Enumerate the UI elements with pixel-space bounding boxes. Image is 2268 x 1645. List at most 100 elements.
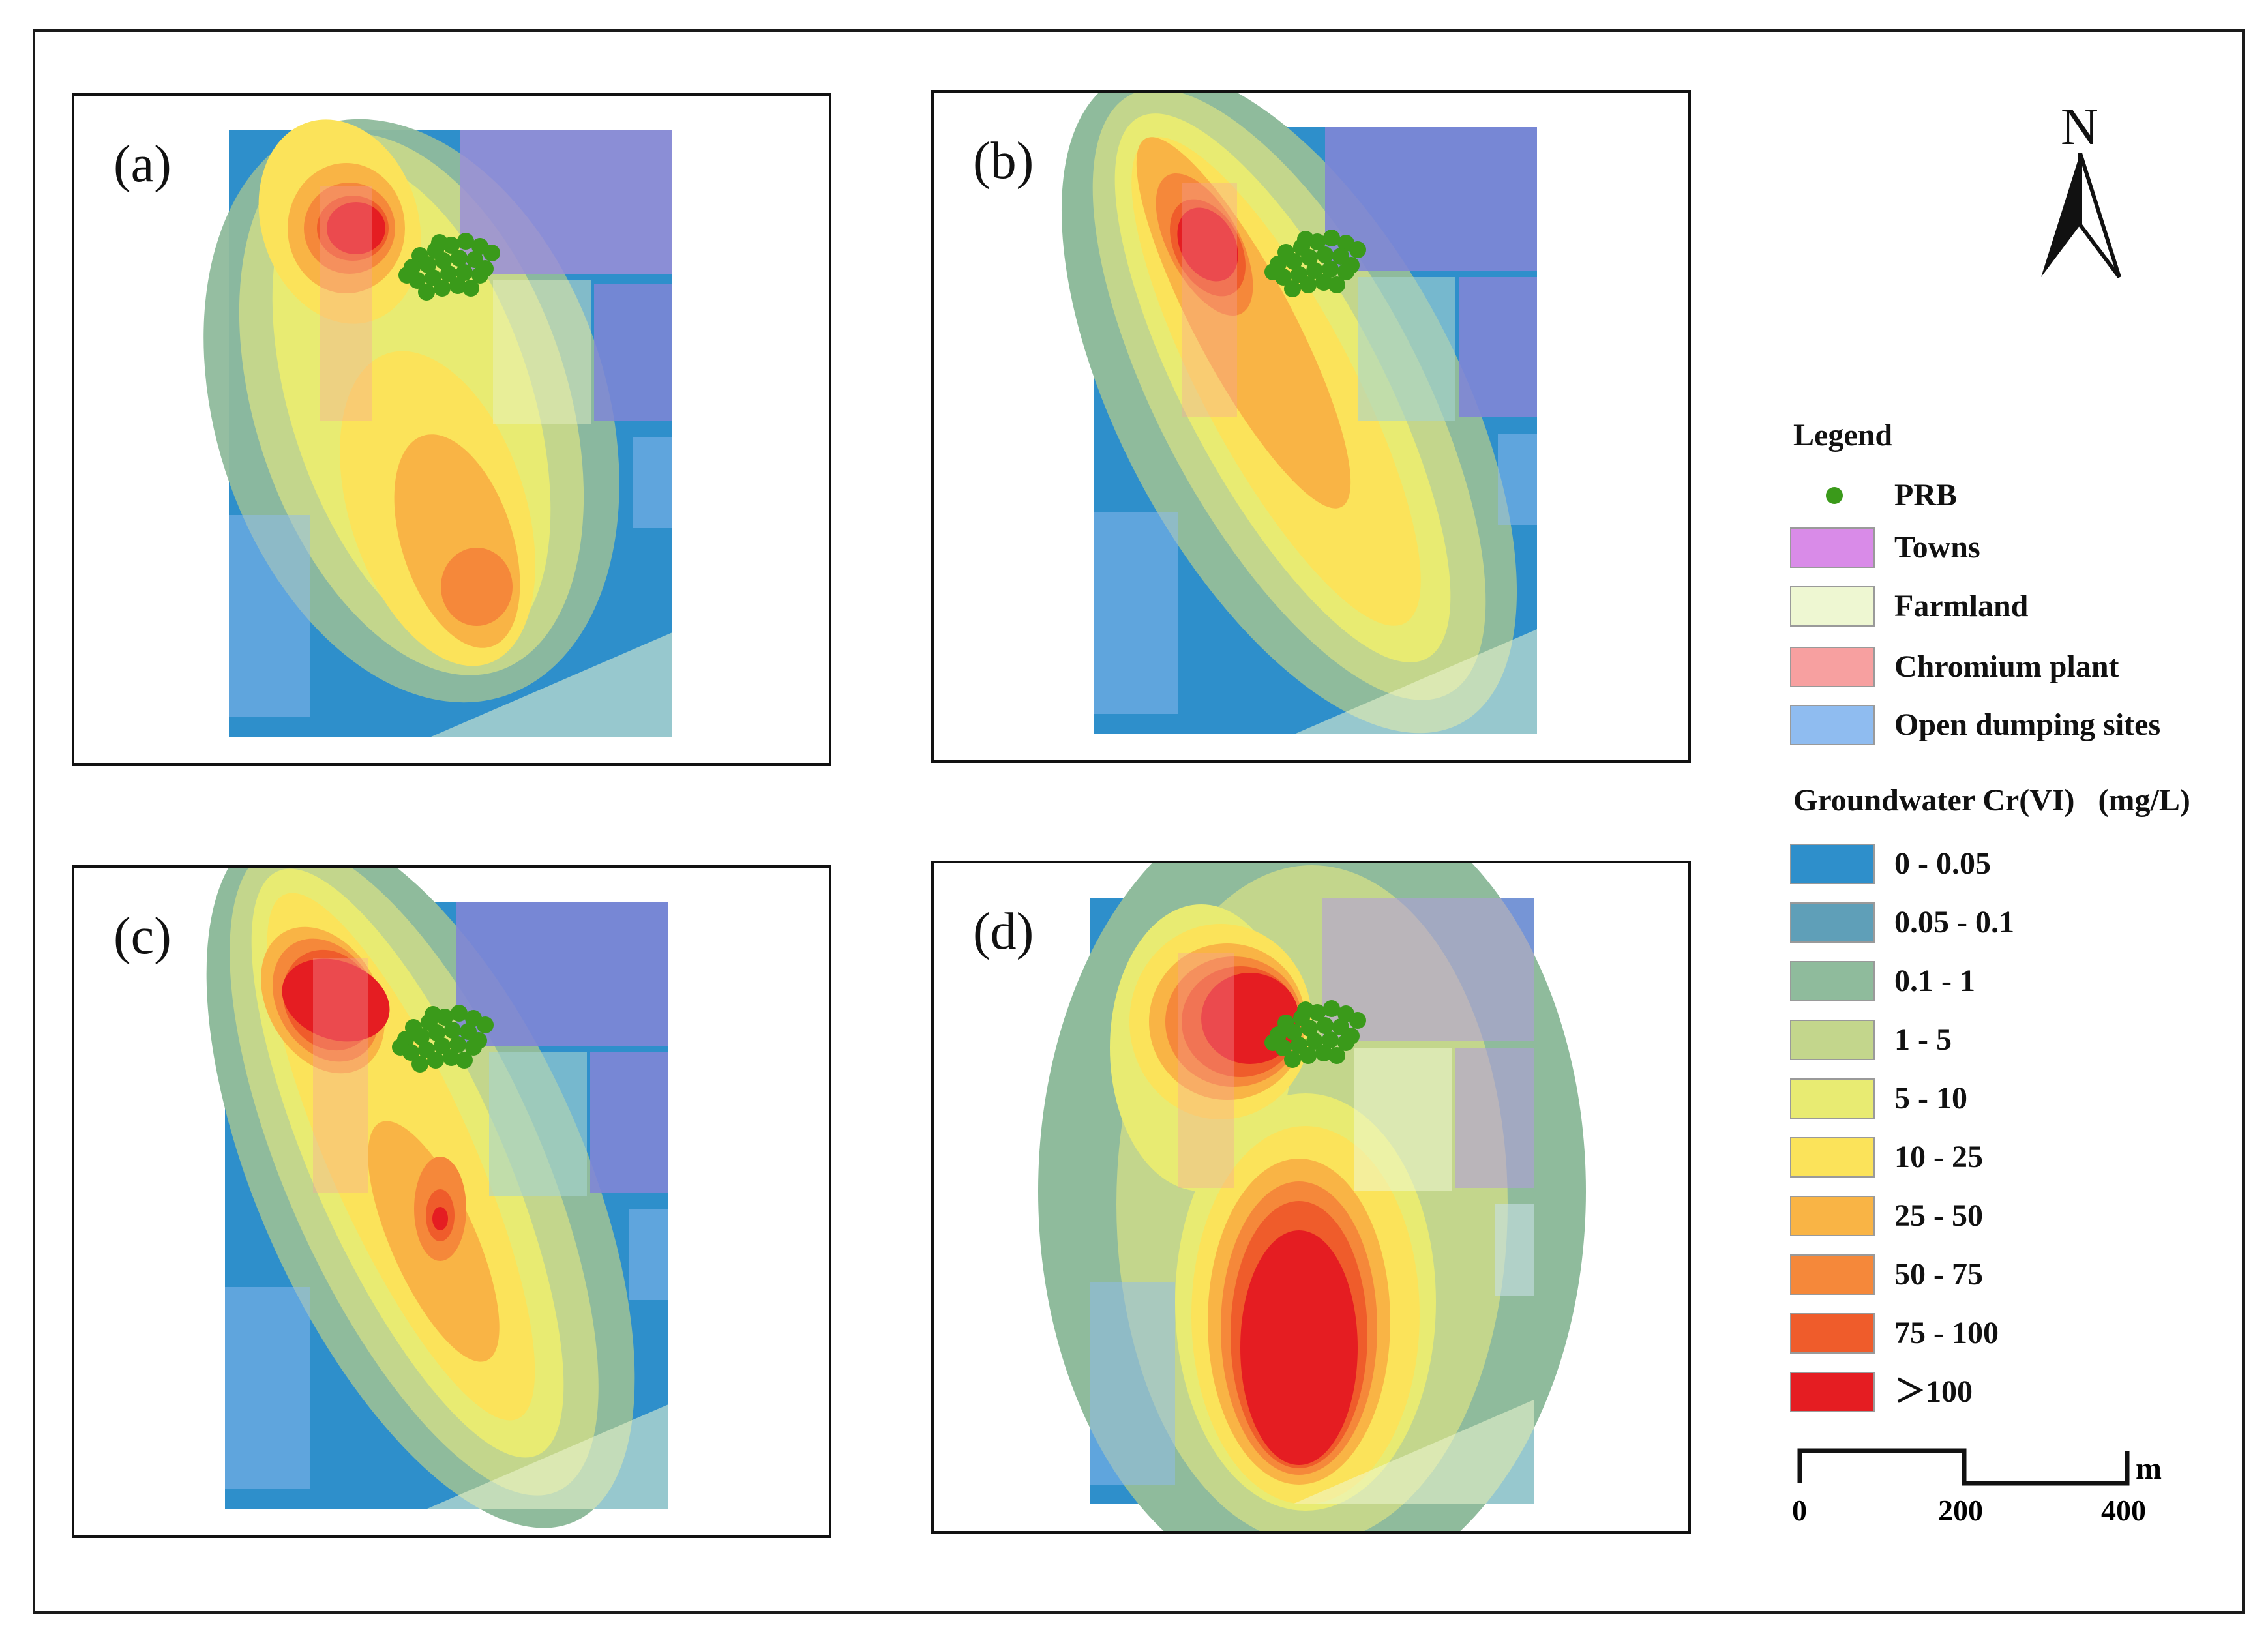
map-d-prb-cluster xyxy=(1264,1000,1366,1068)
map-b-canvas xyxy=(1061,93,1537,734)
class-label: 25 - 50 xyxy=(1894,1198,1983,1233)
class-swatch xyxy=(1790,1078,1875,1119)
prb-point xyxy=(434,1037,451,1054)
classes-title: Groundwater Cr(VI) (mg/L) xyxy=(1793,783,2190,818)
prb-point xyxy=(428,1024,445,1041)
map-b-contour-100 xyxy=(1177,207,1238,282)
prb-point xyxy=(1317,1017,1334,1034)
map-a-plant xyxy=(320,186,372,421)
map-b-prb-cluster xyxy=(1264,230,1366,297)
swatch-open-dumping-sites xyxy=(1790,705,1875,745)
prb-point xyxy=(1284,1051,1301,1068)
map-a-prb-cluster xyxy=(398,233,500,301)
prb-point xyxy=(1301,1020,1318,1037)
prb-point xyxy=(1323,1000,1340,1017)
map-c-farmland xyxy=(489,1052,587,1196)
map-d-plant xyxy=(1178,953,1234,1188)
legend-item-prb: PRB xyxy=(1787,473,2243,518)
class-label: 75 - 100 xyxy=(1894,1316,1999,1350)
class-swatch xyxy=(1790,1137,1875,1178)
prb-point xyxy=(413,1028,430,1045)
legend-class-row: 10 - 25 xyxy=(1787,1134,2243,1180)
class-label: 5 - 10 xyxy=(1894,1081,1967,1116)
class-swatch xyxy=(1790,1020,1875,1060)
map-panel-b: (b) xyxy=(931,90,1691,763)
north-arrow-icon xyxy=(2041,153,2121,278)
prb-point xyxy=(1328,276,1345,293)
prb-point xyxy=(451,1005,468,1022)
map-panel-c: (c) xyxy=(72,865,831,1538)
prb-point xyxy=(1297,231,1314,248)
map-a-contour-50a xyxy=(441,548,513,626)
map-b-farmland xyxy=(1358,277,1455,421)
prb-point xyxy=(477,1016,494,1033)
class-label: ＞100 xyxy=(1894,1374,1973,1409)
legend-class-row: 50 - 75 xyxy=(1787,1252,2243,1297)
legend-class-row: 0 - 0.05 xyxy=(1787,841,2243,887)
class-swatch xyxy=(1790,1372,1875,1412)
prb-point xyxy=(418,284,435,301)
prb-point xyxy=(427,1052,444,1069)
prb-dot-icon xyxy=(1826,487,1843,504)
legend-label-chromium-plant: Chromium plant xyxy=(1894,649,2119,684)
legend-class-row: 1 - 5 xyxy=(1787,1017,2243,1063)
prb-point xyxy=(434,280,451,297)
scale-unit: m xyxy=(2136,1451,2162,1486)
swatch-farmland xyxy=(1790,586,1875,627)
prb-point xyxy=(449,277,466,294)
map-c-canvas xyxy=(206,868,668,1528)
map-b-dump-2 xyxy=(1498,434,1537,525)
map-c-town-2 xyxy=(590,1052,668,1193)
legend-item-open-dumping-sites: Open dumping sites xyxy=(1787,702,2243,748)
class-swatch xyxy=(1790,844,1875,884)
map-b-town-2 xyxy=(1459,277,1537,417)
swatch-chromium-plant xyxy=(1790,647,1875,687)
legend-class-row: 0.1 - 1 xyxy=(1787,958,2243,1004)
swatch-towns xyxy=(1790,527,1875,568)
class-swatch xyxy=(1790,1254,1875,1295)
prb-point xyxy=(1297,1001,1314,1018)
map-d-contour-100b xyxy=(1240,1230,1358,1465)
legend-label-farmland: Farmland xyxy=(1894,589,2029,623)
class-swatch xyxy=(1790,1196,1875,1236)
prb-point xyxy=(456,264,473,281)
prb-point xyxy=(1315,274,1332,291)
panel-a-label: (a) xyxy=(113,136,172,193)
panel-d-label: (d) xyxy=(973,903,1034,960)
map-a-farmland xyxy=(493,280,591,424)
prb-point xyxy=(1306,262,1323,279)
map-a-dump-1 xyxy=(229,515,310,717)
prb-point xyxy=(419,256,436,273)
class-label: 0.05 - 0.1 xyxy=(1894,905,2014,940)
prb-point xyxy=(398,267,415,284)
legend-label-towns: Towns xyxy=(1894,530,1980,565)
map-a-town-2 xyxy=(594,284,672,421)
prb-point xyxy=(1349,1012,1366,1029)
scale-tick-400: 400 xyxy=(2101,1494,2146,1527)
class-label: 0.1 - 1 xyxy=(1894,964,1975,998)
prb-point xyxy=(1284,280,1301,297)
map-d-dump-1 xyxy=(1090,1282,1175,1485)
prb-point xyxy=(443,1049,460,1066)
map-d-farmland xyxy=(1354,1048,1452,1191)
class-label: 10 - 25 xyxy=(1894,1140,1983,1174)
panel-b-label: (b) xyxy=(973,132,1034,190)
prb-point xyxy=(1285,1024,1302,1041)
map-a-canvas xyxy=(203,119,672,737)
prb-point xyxy=(1337,1034,1354,1051)
prb-point xyxy=(444,1022,461,1039)
prb-point xyxy=(392,1039,409,1056)
legend-class-row: 25 - 50 xyxy=(1787,1193,2243,1239)
prb-point xyxy=(435,252,452,269)
legend: Legend PRB Towns Farmland Chromium plant… xyxy=(1787,417,2243,1552)
prb-point xyxy=(1323,230,1340,246)
legend-class-row: 5 - 10 xyxy=(1787,1076,2243,1121)
prb-point xyxy=(1264,263,1281,280)
map-c-dump-1 xyxy=(225,1287,310,1489)
prb-point xyxy=(1337,263,1354,280)
prb-point xyxy=(457,233,474,250)
legend-title: Legend xyxy=(1793,418,1893,452)
map-d-farmland-2 xyxy=(1292,1400,1534,1504)
class-label: 0 - 0.05 xyxy=(1894,846,1991,881)
prb-point xyxy=(456,1052,473,1069)
